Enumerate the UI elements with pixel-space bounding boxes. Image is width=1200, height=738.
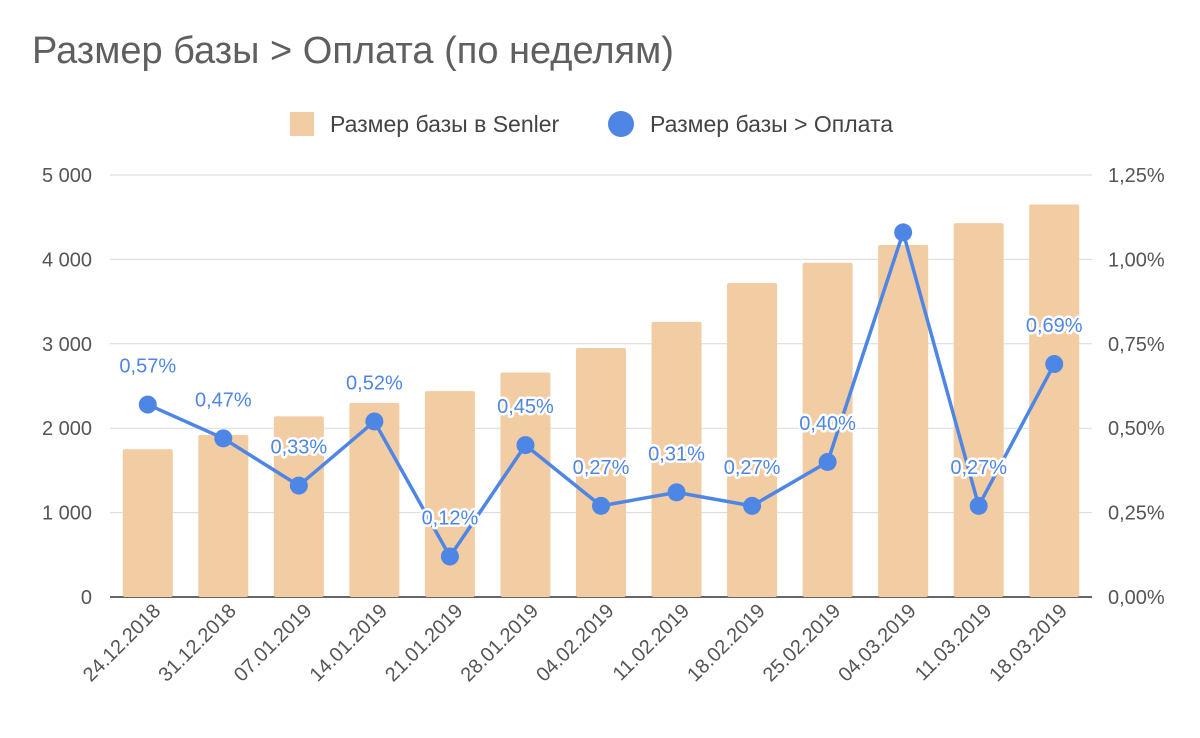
x-tick-label: 11.02.2019 [609,600,694,685]
x-tick-label: 28.01.2019 [457,600,543,686]
data-label: 0,27% [724,457,781,479]
line-point [289,476,308,495]
x-tick-label: 25.02.2019 [759,600,845,686]
y-right-tick-label: 0,25% [1108,503,1165,525]
bar [802,262,853,597]
bar [953,223,1004,597]
data-label: 0,33% [270,437,327,459]
line-point [969,496,988,515]
y-left-tick-label: 2 000 [42,418,92,440]
line-point [667,483,686,502]
chart-title: Размер базы > Оплата (по неделям) [32,30,674,72]
line-point [365,412,384,431]
y-left-tick-label: 0 [81,587,92,609]
x-tick-label: 21.01.2019 [381,600,467,686]
data-label: 0,27% [950,457,1007,479]
legend-item-line[interactable]: Размер базы > Оплата [608,104,893,144]
x-tick-label: 24.12.2018 [79,600,165,686]
x-tick-label: 04.03.2019 [834,600,920,686]
legend-item-bar[interactable]: Размер базы в Senler [290,104,559,144]
bar [727,283,778,597]
data-label: 0,31% [648,443,705,465]
x-tick-label: 31.12.2018 [154,600,240,686]
legend-label-line: Размер базы > Оплата [650,110,894,137]
legend-swatch-dot [608,111,634,137]
bar [424,391,475,597]
x-tick-label: 18.03.2019 [985,600,1071,686]
bar [878,245,929,597]
line-point [1045,355,1064,374]
data-label: 0,52% [346,372,403,394]
legend: Размер базы в Senler Размер базы > Оплат… [0,104,1200,144]
y-left-tick-label: 1 000 [42,503,92,525]
line-point [214,429,233,448]
line-point [440,547,459,566]
x-tick-label: 11.03.2019 [911,600,996,685]
x-tick-label: 14.01.2019 [306,600,392,686]
line-point [894,223,913,242]
y-right-tick-label: 1,00% [1108,249,1165,271]
data-label: 0,69% [1026,315,1083,337]
y-right-tick-label: 0,50% [1108,418,1165,440]
y-left-tick-label: 5 000 [42,165,92,187]
bar [500,372,551,597]
y-right-tick-label: 0,00% [1108,587,1165,609]
x-tick-label: 18.02.2019 [683,600,769,686]
line-point [516,436,535,455]
data-label: 0,27% [573,457,630,479]
bar [576,348,626,597]
bar [651,321,702,597]
legend-swatch-bar [290,112,314,136]
line-point [743,496,762,515]
y-left-tick-label: 4 000 [42,249,92,271]
y-right-tick-label: 0,75% [1108,334,1165,356]
line-point [592,496,610,515]
bar [122,449,173,597]
bar [349,402,400,597]
bar [198,434,249,597]
line-point [138,395,157,414]
data-label: 0,12% [422,507,479,529]
legend-label-bar: Размер базы в Senler [330,110,560,137]
line-point [818,452,837,471]
y-right-tick-label: 1,25% [1108,165,1165,187]
x-tick-label: 07.01.2019 [230,600,316,686]
bar [273,416,324,597]
data-label: 0,47% [195,389,252,411]
x-tick-label: 04.02.2019 [532,600,618,686]
bar [1029,204,1080,598]
data-label: 0,45% [497,396,554,418]
data-label: 0,57% [119,356,176,378]
data-label: 0,40% [799,413,856,435]
y-left-tick-label: 3 000 [42,334,92,356]
